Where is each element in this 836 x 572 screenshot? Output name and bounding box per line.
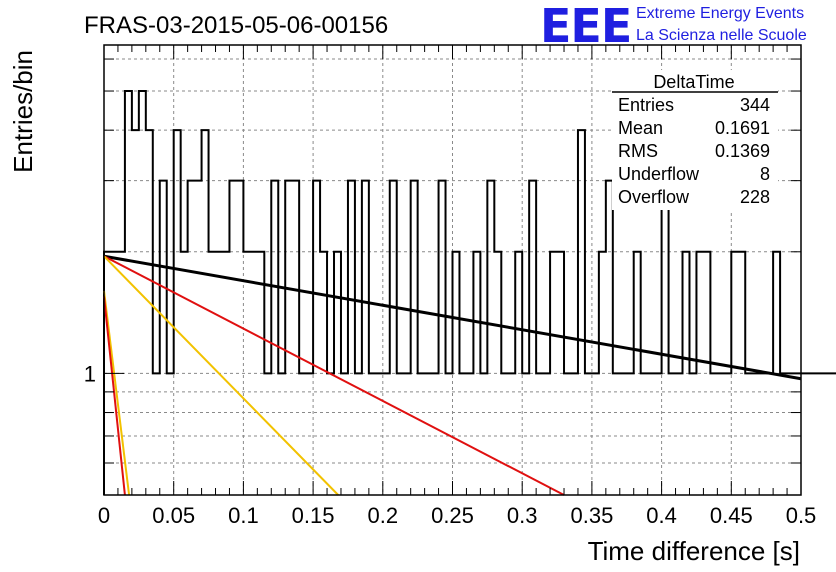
- stats-value: 228: [740, 187, 770, 207]
- fit-line: [103, 255, 565, 496]
- x-tick-label: 0.15: [292, 503, 335, 528]
- x-tick-label: 0.3: [507, 503, 538, 528]
- x-tick-label: 0.35: [570, 503, 613, 528]
- x-tick-label: 0.1: [228, 503, 259, 528]
- fit-lines: [103, 254, 802, 496]
- fit-line: [103, 296, 126, 496]
- stats-value: 344: [740, 95, 770, 115]
- x-tick-label: 0.45: [710, 503, 753, 528]
- stats-name: DeltaTime: [653, 72, 734, 92]
- axis-ticks: 0 0.05 0.1 0.15 0.2 0.25 0.3 0.35 0.4 0.45 0.5 1: [84, 45, 817, 528]
- histogram: [103, 90, 836, 495]
- fit-line: [103, 254, 802, 381]
- stats-label: Mean: [618, 118, 663, 138]
- histogram-outline: [103, 90, 836, 495]
- x-tick-label: 0: [98, 503, 110, 528]
- x-tick-label: 0.5: [786, 503, 817, 528]
- fit-line: [103, 290, 131, 496]
- x-tick-label: 0.2: [368, 503, 399, 528]
- stats-value: 0.1691: [715, 118, 770, 138]
- logo-line-2: La Scienza nelle Scuole: [636, 27, 807, 44]
- stats-label: Underflow: [618, 164, 700, 184]
- x-tick-label: 0.05: [152, 503, 195, 528]
- fit-line: [103, 255, 339, 496]
- stats-value: 8: [760, 164, 770, 184]
- stats-label: Overflow: [618, 187, 690, 207]
- stats-box: DeltaTime Entries 344 Mean 0.1691 RMS 0.…: [612, 70, 778, 210]
- stats-label: RMS: [618, 141, 658, 161]
- x-tick-label: 0.4: [646, 503, 677, 528]
- logo-line-1: Extreme Energy Events: [636, 5, 804, 22]
- eee-logo: EEE: [540, 0, 631, 53]
- stats-label: Entries: [618, 95, 674, 115]
- stats-box-background: [612, 70, 778, 210]
- x-tick-label: 0.25: [431, 503, 474, 528]
- stats-value: 0.1369: [715, 141, 770, 161]
- y-tick-label: 1: [84, 361, 96, 386]
- chart-title: FRAS-03-2015-05-06-00156: [84, 12, 388, 39]
- y-axis-label: Entries/bin: [8, 50, 38, 173]
- x-axis-label: Time difference [s]: [588, 536, 800, 566]
